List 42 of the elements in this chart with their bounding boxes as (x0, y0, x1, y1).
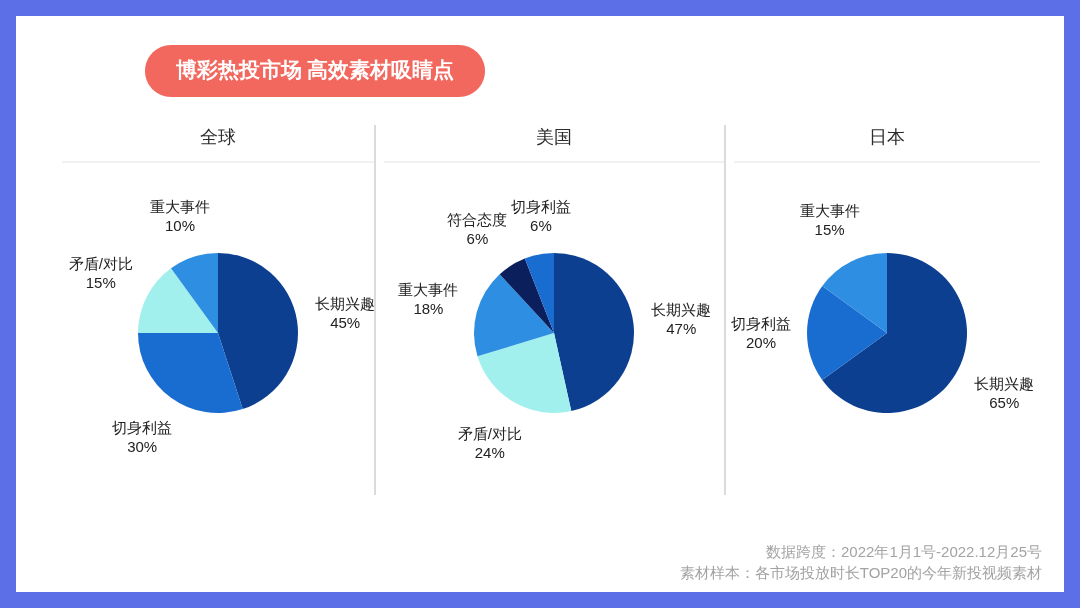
slice-label: 重大事件 (150, 198, 211, 216)
pie-slice (474, 274, 554, 357)
slice-label: 重大事件 (799, 202, 860, 220)
pie-slice (554, 253, 634, 412)
data-label: 20% (745, 334, 777, 351)
chart-title: 美国 (536, 127, 572, 147)
chart-title: 全球 (200, 127, 236, 147)
data-label: 24% (474, 444, 505, 462)
slice-label: 矛盾/对比 (68, 255, 133, 273)
pie-slice (170, 253, 218, 333)
data-label: 65% (989, 393, 1020, 411)
pie-slice (807, 285, 887, 381)
data-label: 6% (530, 217, 552, 235)
slice-label: 切身利益 (510, 198, 571, 216)
text: 博彩热投市场 高效素材吸睛点 (174, 58, 455, 82)
chart-title: 日本 (869, 127, 905, 147)
data-label: 6% (466, 230, 489, 248)
pie-slice (822, 253, 887, 333)
data-label: 47% (666, 320, 697, 338)
slice-label: 符合态度 (447, 211, 508, 229)
slice-label: 切身利益 (731, 315, 791, 332)
slice-label: 长期兴趣 (651, 301, 712, 319)
slice-label: 矛盾/对比 (457, 425, 522, 443)
data-label: 10% (165, 217, 196, 235)
slice-label: 重大事件 (398, 281, 459, 298)
pie-slice (138, 268, 218, 333)
pie-slice (499, 258, 554, 333)
pie-slice (524, 253, 554, 333)
pie-slice (218, 253, 298, 410)
data-label: 15% (85, 274, 116, 292)
data-label: 18% (413, 300, 444, 317)
text: 素材样本：各市场投放时长TOP20的今年新投视频素材 (679, 564, 1042, 581)
slice-label: 长期兴趣 (315, 294, 376, 312)
text: 数据跨度：2022年1月1号-2022.12月25号 (766, 543, 1042, 560)
data-label: 15% (814, 221, 845, 239)
slice-label: 切身利益 (112, 419, 173, 437)
pie-slice (822, 253, 967, 413)
pie-slice (138, 333, 243, 413)
data-label: 30% (127, 438, 158, 456)
slice-label: 长期兴趣 (974, 374, 1035, 392)
data-label: 45% (330, 313, 361, 331)
pie-slice (477, 333, 572, 413)
